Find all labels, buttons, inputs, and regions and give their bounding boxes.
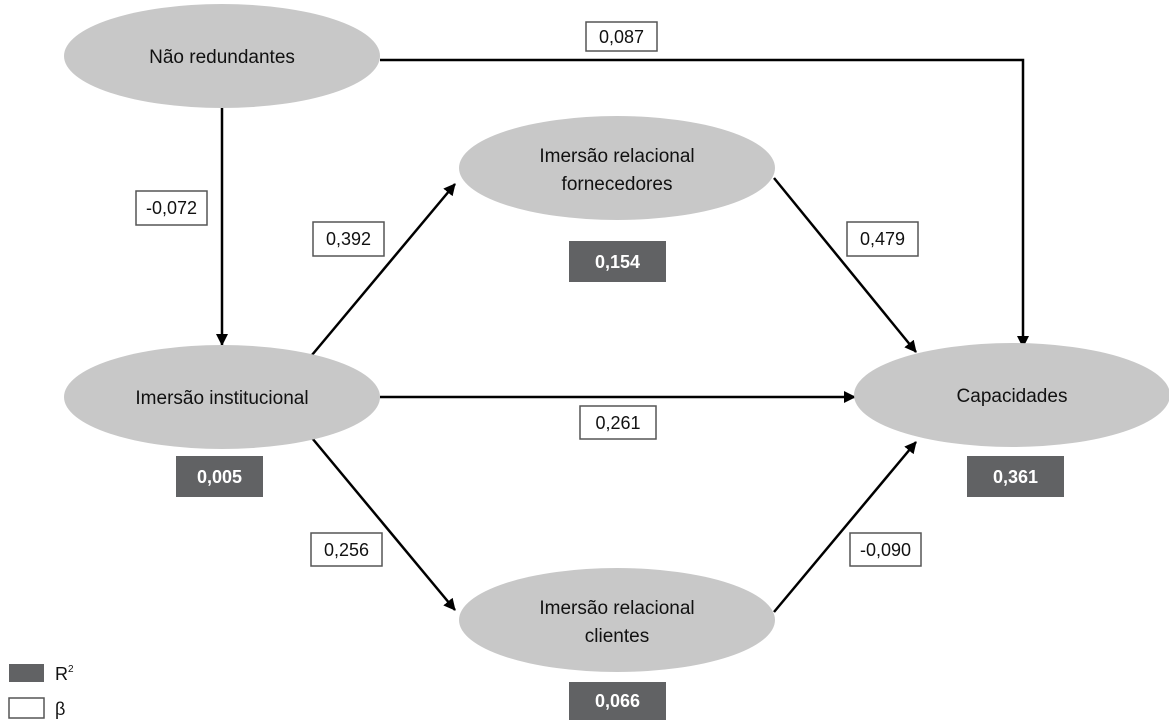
r2-imersao-relacional-fornecedores: 0,154 bbox=[569, 241, 666, 282]
beta-value: 0,256 bbox=[324, 540, 369, 560]
node-capacidades: Capacidades bbox=[854, 343, 1169, 447]
r2-capacidades: 0,361 bbox=[967, 456, 1064, 497]
r2-imersao-relacional-clientes: 0,066 bbox=[569, 682, 666, 720]
legend-swatch-beta bbox=[8, 697, 45, 719]
legend-swatch-r2 bbox=[9, 664, 44, 682]
beta-value: 0,261 bbox=[595, 413, 640, 433]
beta-institucional-clientes: 0,256 bbox=[310, 532, 383, 567]
node-imersao-relacional-clientes: Imersão relacional clientes bbox=[459, 568, 775, 672]
r2-imersao-institucional: 0,005 bbox=[176, 456, 263, 497]
node-imersao-institucional: Imersão institucional bbox=[64, 345, 380, 449]
beta-value: -0,072 bbox=[146, 198, 197, 218]
node-label-line-1: Imersão relacional bbox=[539, 146, 694, 167]
r2-value: 0,361 bbox=[993, 467, 1038, 487]
beta-clientes-capacidades: -0,090 bbox=[849, 532, 922, 567]
legend: R2 β bbox=[8, 664, 74, 719]
edge-imersao-institucional-to-fornecedores bbox=[311, 183, 456, 356]
node-label-line-1: Imersão relacional bbox=[539, 598, 694, 619]
legend-label-beta: β bbox=[55, 699, 65, 719]
node-imersao-relacional-fornecedores: Imersão relacional fornecedores bbox=[459, 116, 775, 220]
beta-fornecedores-capacidades: 0,479 bbox=[846, 221, 919, 257]
node-label-line-2: clientes bbox=[585, 626, 649, 647]
beta-value: 0,392 bbox=[326, 229, 371, 249]
node-label: Não redundantes bbox=[149, 47, 295, 68]
edge-imersao-institucional-to-clientes bbox=[311, 437, 456, 611]
beta-value: 0,087 bbox=[599, 27, 644, 47]
node-label-line-2: fornecedores bbox=[562, 174, 673, 195]
legend-label-r2: R2 bbox=[55, 664, 74, 684]
r2-value: 0,154 bbox=[595, 252, 640, 272]
edge-nao-redundantes-to-capacidades bbox=[380, 58, 1029, 348]
edge-fornecedores-to-capacidades bbox=[773, 177, 917, 353]
node-nao-redundantes: Não redundantes bbox=[64, 4, 380, 108]
r2-value: 0,066 bbox=[595, 691, 640, 711]
beta-nao-redundantes-capacidades: 0,087 bbox=[585, 21, 658, 52]
beta-institucional-capacidades: 0,261 bbox=[579, 405, 657, 440]
beta-institucional-fornecedores: 0,392 bbox=[312, 221, 385, 257]
legend-item-r2: R2 bbox=[9, 664, 74, 684]
edge-clientes-to-capacidades bbox=[773, 441, 917, 613]
node-label: Capacidades bbox=[957, 386, 1068, 407]
beta-nao-redundantes-institucional: -0,072 bbox=[135, 190, 208, 226]
beta-value: -0,090 bbox=[860, 540, 911, 560]
node-label: Imersão institucional bbox=[135, 388, 308, 409]
r2-value: 0,005 bbox=[197, 467, 242, 487]
beta-value: 0,479 bbox=[860, 229, 905, 249]
legend-item-beta: β bbox=[8, 697, 65, 719]
